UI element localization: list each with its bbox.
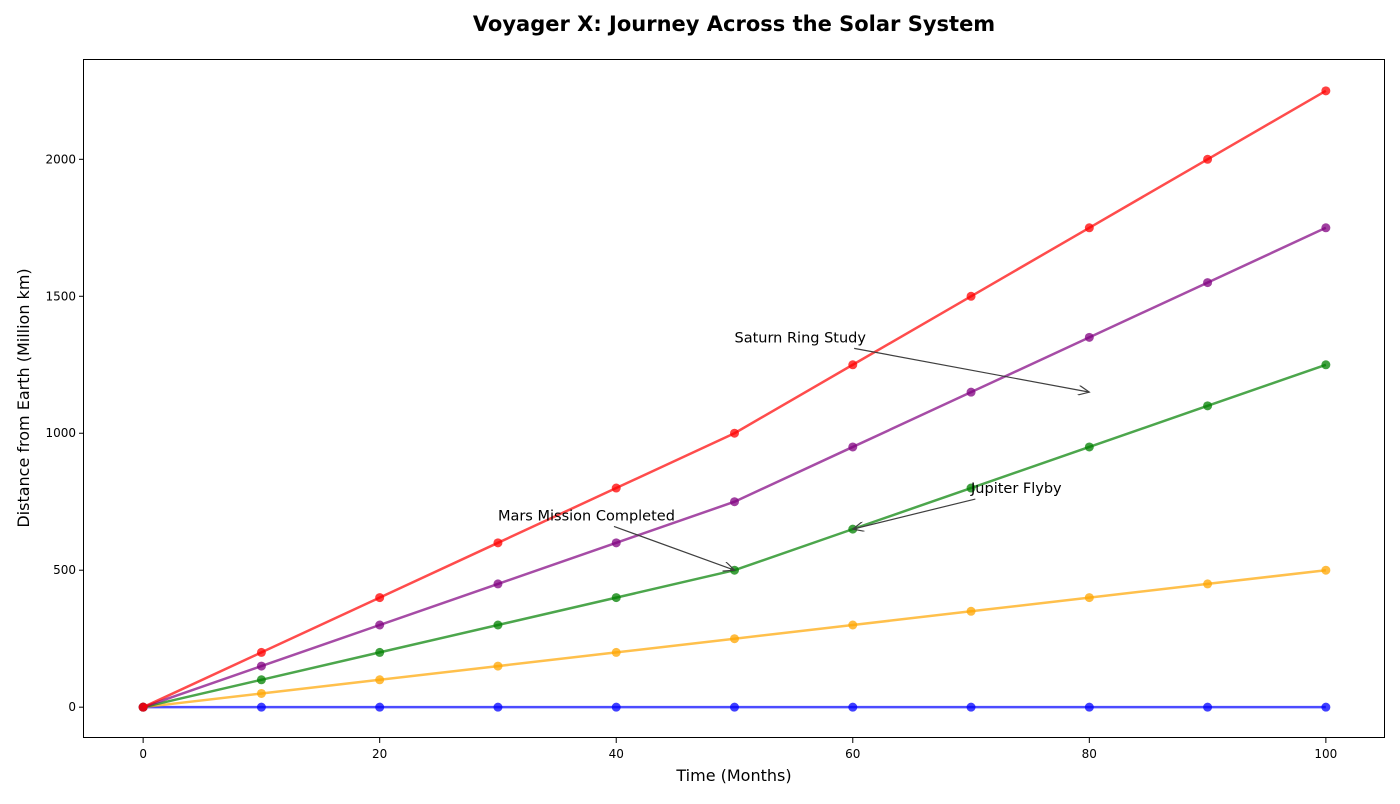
series-4-line — [142, 89, 1327, 709]
annotation-2-arrow — [854, 347, 1089, 392]
annotation-0-arrow — [613, 525, 735, 570]
series-1-point — [256, 688, 266, 698]
annotation-1-arrow — [853, 498, 976, 529]
series-3-point — [375, 620, 385, 630]
series-2-point — [611, 593, 621, 603]
y-axis-label: Distance from Earth (Million km) — [14, 268, 33, 527]
series-1 — [138, 565, 1331, 712]
x-axis: 0 20 40 60 80 100 — [139, 738, 1337, 761]
series-1-point — [966, 606, 976, 616]
y-tick-label: 0 — [68, 700, 76, 714]
series-4-point — [1084, 223, 1094, 233]
series-0-point — [611, 702, 621, 712]
series-3-point — [493, 579, 503, 589]
series-0-point — [493, 702, 503, 712]
x-tick-label: 20 — [372, 747, 387, 761]
series-4-point — [138, 702, 148, 712]
x-axis-label: Time (Months) — [675, 766, 791, 785]
series-1-point — [1084, 593, 1094, 603]
series-1-point — [1203, 579, 1213, 589]
x-tick-label: 40 — [609, 747, 624, 761]
series-3-point — [1203, 278, 1213, 288]
series-4 — [138, 86, 1331, 712]
series-0-point — [1203, 702, 1213, 712]
series-4-point — [1203, 154, 1213, 164]
annotation-0-text: Mars Mission Completed — [498, 508, 675, 524]
series-0-point — [966, 702, 976, 712]
series-4-point — [611, 483, 621, 493]
series-4-point — [966, 291, 976, 301]
series-0-point — [375, 702, 385, 712]
series-3-point — [611, 538, 621, 548]
series-2-point — [1203, 401, 1213, 411]
series-2-point — [966, 483, 976, 493]
y-axis: 0 500 1000 1500 2000 — [45, 152, 84, 714]
x-tick-label: 60 — [845, 747, 860, 761]
annotation-layer: Mars Mission Completed Jupiter Flyby Satur… — [498, 330, 1089, 570]
annotation-2: Saturn Ring Study — [735, 330, 1090, 392]
series-3-point — [1321, 223, 1331, 233]
series-0-point — [730, 702, 739, 712]
series-2-point — [1321, 360, 1331, 370]
series-4-point — [493, 538, 503, 548]
annotation-0: Mars Mission Completed — [498, 508, 735, 570]
series-2-point — [1084, 442, 1094, 452]
series-4-point — [848, 360, 858, 370]
series-1-point — [611, 647, 621, 657]
series-3-point — [966, 387, 976, 397]
series-4-point — [375, 593, 385, 603]
y-tick-label: 1000 — [45, 426, 76, 440]
series-0-point — [848, 702, 858, 712]
y-tick-label: 500 — [53, 563, 76, 577]
chart-title: Voyager X: Journey Across the Solar Syst… — [473, 12, 995, 36]
series-2-point — [375, 647, 385, 657]
series-4-point — [1321, 86, 1331, 96]
series-1-point — [848, 620, 858, 630]
annotation-1: Jupiter Flyby — [853, 481, 1062, 529]
plot-area-frame — [83, 59, 1385, 738]
series-0-point — [1321, 702, 1331, 712]
series-0-point — [1084, 702, 1094, 712]
series-3-point — [256, 661, 266, 671]
series-3-point — [1084, 332, 1094, 342]
series-2 — [138, 360, 1331, 712]
series-4-point — [256, 647, 266, 657]
series-2-point — [493, 620, 503, 630]
series-4-point — [730, 428, 739, 438]
series-3-point — [730, 497, 739, 507]
series-1-point — [1321, 565, 1331, 575]
series-3-point — [848, 442, 858, 452]
series-2-line — [142, 363, 1327, 709]
series-1-point — [730, 634, 739, 644]
x-tick-label: 80 — [1082, 747, 1097, 761]
series-1-point — [493, 661, 503, 671]
annotation-1-text: Jupiter Flyby — [970, 481, 1062, 497]
x-tick-label: 0 — [139, 747, 147, 761]
y-tick-label: 1500 — [45, 289, 76, 303]
y-tick-label: 2000 — [45, 152, 76, 166]
annotation-2-text: Saturn Ring Study — [735, 330, 867, 346]
x-tick-label: 100 — [1314, 747, 1337, 761]
series-1-point — [375, 675, 385, 685]
series-2-point — [256, 675, 266, 685]
series-layer — [138, 86, 1331, 712]
series-0-point — [256, 702, 266, 712]
series-0 — [138, 702, 1331, 712]
